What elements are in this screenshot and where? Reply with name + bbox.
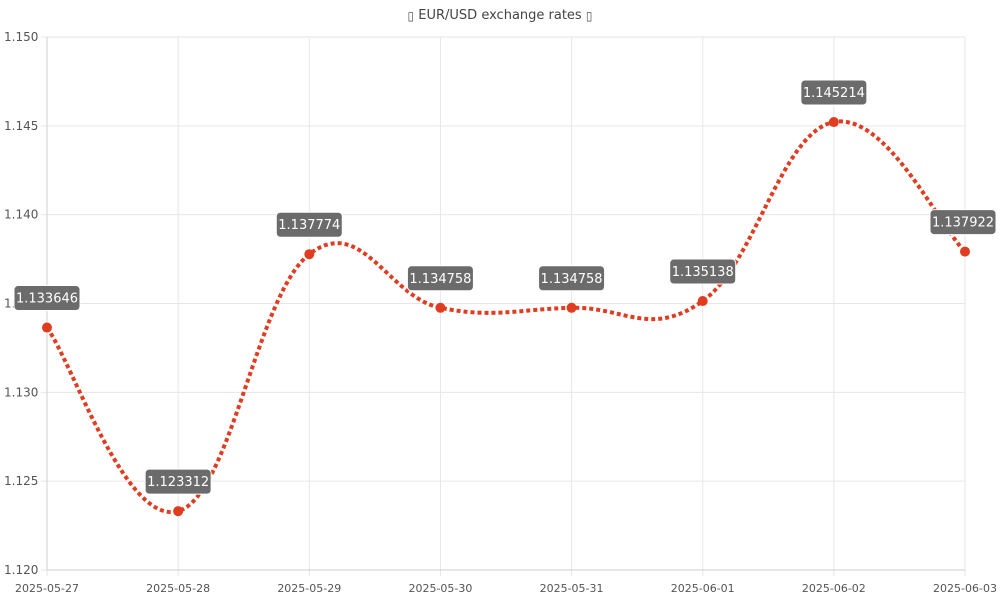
euro-flag-icon: ▯ — [407, 9, 415, 23]
data-label: 1.123312 — [144, 468, 212, 495]
data-label-box — [929, 209, 997, 236]
chart-title-text: EUR/USD exchange rates — [418, 8, 582, 23]
data-label-text: 1.123312 — [147, 475, 209, 490]
chart-title: ▯ EUR/USD exchange rates ▯ — [0, 8, 1000, 23]
data-point — [173, 506, 184, 517]
data-label-box — [669, 258, 737, 285]
data-point — [828, 117, 839, 128]
data-label-text: 1.134758 — [541, 272, 603, 287]
y-tick-label: 1.145 — [4, 119, 38, 133]
data-label: 1.133646 — [13, 285, 81, 312]
data-label: 1.137774 — [275, 211, 343, 238]
x-tick-label: 2025-06-01 — [671, 582, 735, 595]
data-label: 1.134758 — [538, 265, 606, 292]
data-label: 1.134758 — [406, 265, 474, 292]
series-line — [45, 119, 967, 514]
data-point — [697, 296, 708, 307]
series-group — [45, 119, 967, 514]
data-point — [960, 246, 970, 257]
y-tick-label: 1.130 — [4, 385, 38, 399]
x-tick-label: 2025-06-02 — [802, 582, 866, 595]
us-dollar-flag-icon: ▯ — [585, 9, 593, 23]
x-tick-label: 2025-06-03 — [933, 582, 997, 595]
x-tick-label: 2025-05-29 — [277, 582, 341, 595]
data-labels: 1.133646 1.123312 1.137774 1.134758 1.134758… — [13, 79, 997, 495]
data-label-box — [406, 265, 474, 292]
y-tick-label: 1.125 — [4, 474, 38, 488]
data-label-text: 1.135138 — [672, 265, 734, 280]
data-label-text: 1.145214 — [803, 86, 865, 101]
data-label-box — [275, 211, 343, 238]
data-point — [304, 249, 315, 260]
data-label: 1.135138 — [669, 258, 737, 285]
data-point — [42, 322, 52, 333]
data-label-text: 1.133646 — [16, 292, 78, 307]
x-tick-label: 2025-05-28 — [146, 582, 210, 595]
data-label-text: 1.137922 — [932, 216, 994, 231]
y-tick-label: 1.120 — [4, 563, 38, 577]
x-tick-label: 2025-05-30 — [408, 582, 472, 595]
x-tick-label: 2025-05-31 — [540, 582, 604, 595]
x-axis-ticks: 2025-05-27 2025-05-28 2025-05-29 2025-05-30… — [15, 582, 997, 595]
data-label: 1.137922 — [929, 209, 997, 236]
grid-lines — [41, 36, 966, 576]
data-label-box — [13, 285, 81, 312]
data-label-box — [800, 79, 868, 106]
y-tick-label: 1.150 — [4, 30, 38, 44]
data-label-text: 1.134758 — [409, 272, 471, 287]
data-label-text: 1.137774 — [278, 218, 340, 233]
x-tick-label: 2025-05-27 — [15, 582, 79, 595]
data-label-box — [538, 265, 606, 292]
y-tick-label: 1.140 — [4, 208, 38, 222]
data-points — [42, 117, 970, 517]
data-label-box — [144, 468, 212, 495]
data-label: 1.145214 — [800, 79, 868, 106]
data-point — [566, 302, 577, 313]
data-point — [435, 302, 446, 313]
